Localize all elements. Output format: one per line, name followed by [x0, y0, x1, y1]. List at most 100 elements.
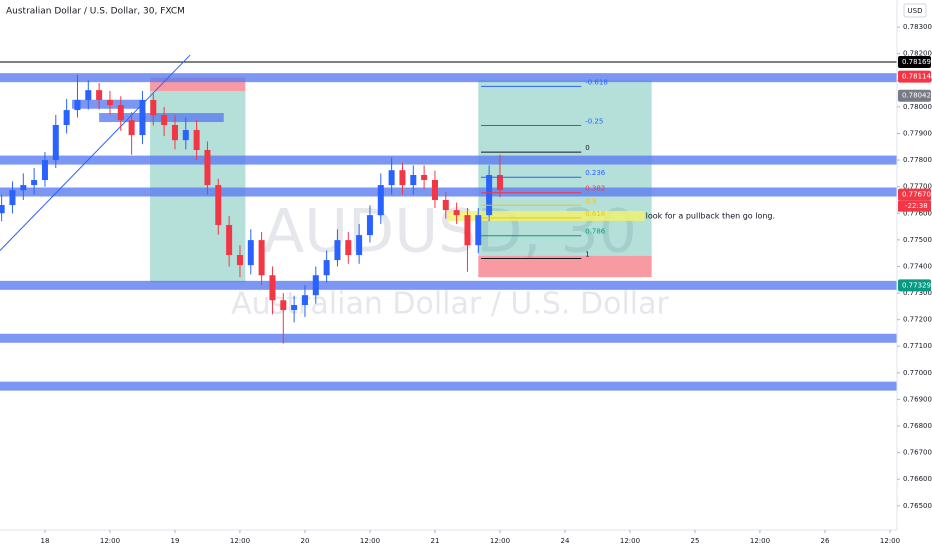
- level-zone: [0, 187, 897, 197]
- y-tick-label: 0.77500: [903, 236, 932, 244]
- fib-label: 1: [585, 250, 589, 258]
- candle-body: [475, 215, 482, 246]
- y-tick-label: 0.76900: [903, 395, 932, 403]
- price-label: 0.78169: [902, 58, 931, 66]
- candle-body: [399, 170, 406, 186]
- candle-body: [31, 180, 38, 186]
- candle-body: [312, 275, 319, 296]
- y-tick-label: 0.77800: [903, 156, 932, 164]
- x-tick-label: 18: [40, 537, 49, 545]
- y-tick-label: 0.76500: [903, 502, 932, 510]
- candle-body: [431, 180, 438, 200]
- candle-body: [20, 185, 27, 191]
- x-tick-label: 24: [560, 537, 569, 545]
- watermark: AUDUSD, 30: [263, 197, 637, 267]
- candle-body: [410, 174, 417, 186]
- y-tick-label: 0.76600: [903, 475, 932, 483]
- price-label-box: [898, 70, 931, 83]
- candle-body: [291, 305, 298, 311]
- y-tick-label: 0.76800: [903, 422, 932, 430]
- x-tick-label: 12:00: [100, 537, 120, 545]
- candle-body: [226, 224, 233, 256]
- y-tick-label: 0.78300: [903, 23, 932, 31]
- y-tick-label: 0.76700: [903, 449, 932, 457]
- fib-label: -0.618: [585, 78, 608, 86]
- price-label: 0.78114: [902, 73, 931, 81]
- candle-body: [171, 124, 178, 141]
- candle-body: [74, 99, 81, 111]
- y-tick-label: 0.77600: [903, 209, 932, 217]
- candle-body: [464, 215, 471, 246]
- candle-body: [106, 99, 113, 106]
- candle-body: [258, 240, 265, 276]
- chart-title: Australian Dollar / U.S. Dollar, 30, FXC…: [6, 7, 185, 17]
- candle-body: [41, 160, 48, 181]
- price-label: 0.78042: [902, 92, 931, 100]
- x-tick-label: 12:00: [620, 537, 640, 545]
- y-tick-label: 0.77200: [903, 316, 932, 324]
- x-tick-label: 25: [690, 537, 699, 545]
- candle-body: [377, 185, 384, 216]
- fib-label: -0.25: [585, 118, 603, 126]
- price-label-box: [898, 188, 931, 201]
- currency-box: [903, 3, 927, 18]
- candle-body: [117, 105, 124, 121]
- y-tick-label: 0.78200: [903, 50, 932, 58]
- fib-label: 0.5: [585, 197, 596, 205]
- candle-body: [301, 295, 308, 306]
- x-tick-label: 12:00: [880, 537, 900, 545]
- candle-body: [366, 215, 373, 236]
- price-label: 0.77329: [902, 281, 931, 289]
- candle-body: [52, 124, 59, 161]
- price-label-box: [898, 55, 931, 68]
- level-zone: [0, 73, 897, 83]
- x-tick-label: 12:00: [230, 537, 250, 545]
- candle-body: [280, 300, 287, 311]
- fib-label: 0.618: [585, 210, 605, 218]
- y-tick-label: 0.78000: [903, 103, 932, 111]
- countdown: -22:38: [905, 202, 928, 210]
- level-zone: [0, 333, 897, 343]
- candle-body: [356, 235, 363, 256]
- candle-body: [442, 199, 449, 211]
- fib-label: 0.382: [585, 185, 605, 193]
- candle-body: [236, 255, 243, 266]
- watermark-subtitle: Australian Dollar / U.S. Dollar: [231, 287, 669, 322]
- candle-body: [85, 90, 92, 100]
- candle-body: [150, 99, 157, 116]
- candle-body: [496, 174, 503, 191]
- fib-label: 0: [585, 144, 589, 152]
- candle-body: [247, 240, 254, 266]
- candle-body: [0, 205, 5, 214]
- candle-body: [182, 130, 189, 141]
- price-label-box: [898, 89, 931, 102]
- fib-label: 0.236: [585, 169, 606, 177]
- y-tick-label: 0.77000: [903, 369, 932, 377]
- highlight-band: [447, 210, 645, 221]
- y-tick-label: 0.77300: [903, 289, 932, 297]
- time-axis: [0, 530, 932, 550]
- candle-body: [9, 190, 16, 206]
- y-tick-label: 0.77900: [903, 129, 932, 137]
- fib-label: 0.786: [585, 228, 606, 236]
- candle-body: [323, 260, 330, 276]
- annotation: look for a pullback then go long.: [646, 211, 775, 220]
- y-tick-label: 0.77400: [903, 262, 932, 270]
- candle-body: [269, 275, 276, 301]
- countdown-box: [898, 200, 931, 212]
- position-stop: [478, 255, 652, 278]
- level-zone: [0, 280, 897, 290]
- candle-body: [334, 240, 341, 261]
- x-tick-label: 21: [430, 537, 439, 545]
- candle-body: [215, 185, 222, 225]
- x-tick-label: 12:00: [750, 537, 770, 545]
- candle-body: [204, 149, 211, 186]
- candle-body: [453, 210, 460, 216]
- candle-body: [161, 115, 168, 125]
- x-tick-label: 26: [820, 537, 829, 545]
- candle-body: [421, 174, 428, 181]
- price-label-box: [898, 279, 931, 292]
- candle-body: [388, 170, 395, 186]
